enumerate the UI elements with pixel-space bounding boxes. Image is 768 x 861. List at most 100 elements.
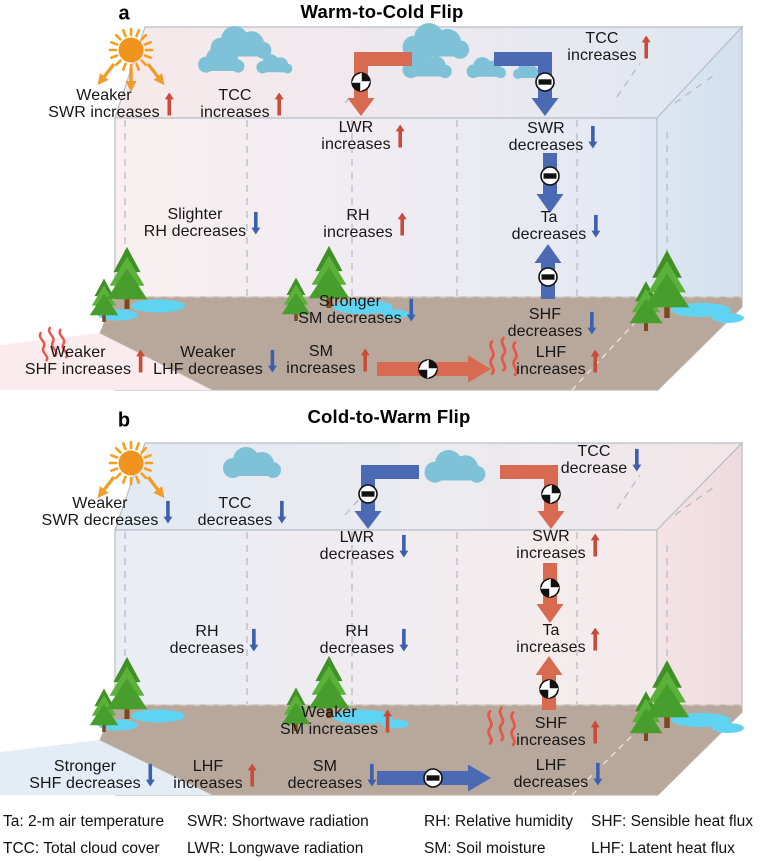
increase-arrow-icon <box>383 709 393 733</box>
label-lwr-increases: LWR increases <box>321 118 405 153</box>
label-text: RH increases <box>323 206 393 241</box>
label-rh-decreases-mid: RH decreases <box>320 623 409 657</box>
legend-item-swr: SWR: Shortwave radiation <box>187 813 369 830</box>
label-ta-increases: Ta increases <box>516 621 600 656</box>
minus-feedback-icon <box>538 267 558 287</box>
label-text: SWR decreases <box>508 119 584 154</box>
label-text: LWR decreases <box>319 528 395 563</box>
increase-arrow-icon <box>590 627 600 651</box>
label-text: Weaker SWR decreases <box>41 494 159 529</box>
decrease-arrow-icon <box>367 763 377 787</box>
decrease-arrow-icon <box>145 763 155 787</box>
minus-feedback-icon <box>423 768 443 788</box>
label-text: LHF increases <box>173 757 243 792</box>
decrease-arrow-icon <box>591 214 601 238</box>
cold-elbow-arrow <box>494 52 559 116</box>
label-text: LHF decreases <box>513 756 589 791</box>
label-swr-decreases: SWR decreases <box>509 120 598 154</box>
decrease-arrow-icon <box>588 125 598 149</box>
label-swr-increases: SWR increases <box>516 527 600 562</box>
sun-rays-arrows-icon <box>97 62 165 92</box>
decrease-arrow-icon <box>587 311 597 335</box>
legend-item-shf: SHF: Sensible heat flux <box>591 813 753 830</box>
plus-feedback-icon <box>418 359 438 379</box>
panel-b-label: b <box>117 409 131 432</box>
decrease-arrow-icon <box>632 448 642 472</box>
plus-feedback-icon <box>540 578 560 598</box>
label-weaker-sm-increases: Weaker SM increases <box>279 703 393 738</box>
label-text: Stronger SM decreases <box>298 292 402 327</box>
decrease-arrow-icon <box>399 534 409 558</box>
label-text: Ta increases <box>516 621 586 656</box>
minus-feedback-icon <box>540 166 560 186</box>
label-rh-increases: RH increases <box>323 206 407 241</box>
increase-arrow-icon <box>590 533 600 557</box>
increase-arrow-icon <box>397 212 407 236</box>
legend-item-ta: Ta: 2-m air temperature <box>3 813 165 830</box>
increase-arrow-icon <box>274 92 284 116</box>
minus-feedback-icon <box>358 484 378 504</box>
panel-b-scene <box>0 440 744 797</box>
label-text: TCC decrease <box>560 442 628 477</box>
warm-elbow-arrow <box>347 52 412 116</box>
increase-arrow-icon <box>164 92 174 116</box>
panel-a-scene <box>0 23 744 392</box>
decrease-arrow-icon <box>163 500 173 524</box>
label-shf-increases: SHF increases <box>516 714 600 749</box>
label-lhf-decreases-right: LHF decreases <box>514 757 603 791</box>
legend-item-lhf: LHF: Latent heat flux <box>591 840 735 857</box>
plus-feedback-icon <box>539 679 559 699</box>
decrease-arrow-icon <box>593 762 603 786</box>
plus-feedback-icon <box>541 484 561 504</box>
label-text: SWR increases <box>516 527 586 562</box>
increase-arrow-icon <box>590 349 600 373</box>
label-weaker-swr-increases: Weaker SWR increases <box>48 87 174 121</box>
increase-arrow-icon <box>590 720 600 744</box>
label-rh-decreases-left: RH decreases <box>170 623 259 657</box>
increase-arrow-icon <box>136 349 146 373</box>
legend-item-sm: SM: Soil moisture <box>424 840 546 857</box>
label-text: SHF increases <box>516 714 586 749</box>
label-weaker-lhf-decreases: Weaker LHF decreases <box>153 344 277 378</box>
label-text: Stronger SHF decreases <box>29 757 141 792</box>
panel-b-title: Cold-to-Warm Flip <box>307 406 471 427</box>
legend-item-tcc: TCC: Total cloud cover <box>3 840 160 857</box>
sun-icon <box>108 440 154 486</box>
decrease-arrow-icon <box>251 211 261 235</box>
plus-feedback-icon <box>351 72 371 92</box>
increase-arrow-icon <box>641 35 651 59</box>
panel-a-label: a <box>118 2 130 25</box>
decrease-arrow-icon <box>249 628 259 652</box>
label-text: LHF increases <box>516 343 586 378</box>
label-text: Ta decreases <box>511 208 587 243</box>
legend-item-rh: RH: Relative humidity <box>424 813 574 830</box>
label-shf-decreases: SHF decreases <box>508 306 597 340</box>
panel-a-title: Warm-to-Cold Flip <box>300 1 464 22</box>
label-weaker-swr-decreases: Weaker SWR decreases <box>42 495 173 529</box>
legend-item-lwr: LWR: Longwave radiation <box>187 840 364 857</box>
sun-icon <box>108 27 154 73</box>
label-text: Weaker SWR increases <box>48 86 160 121</box>
decrease-arrow-icon <box>267 349 277 373</box>
label-slighter-rh-decreases: Slighter RH decreases <box>144 206 261 240</box>
decrease-arrow-icon <box>399 628 409 652</box>
label-text: TCC increases <box>567 29 637 64</box>
label-sm-increases: SM increases <box>286 342 370 377</box>
cold-elbow-arrow <box>354 465 419 529</box>
label-text: RH decreases <box>169 622 245 657</box>
label-lwr-decreases: LWR decreases <box>320 529 409 563</box>
label-text: SM increases <box>286 342 356 377</box>
label-weaker-shf-increases: Weaker SHF increases <box>25 344 146 378</box>
label-text: Weaker SM increases <box>279 703 379 738</box>
increase-arrow-icon <box>247 763 257 787</box>
warm-elbow-arrow <box>500 465 565 529</box>
label-ta-decreases: Ta decreases <box>512 209 601 243</box>
minus-feedback-icon <box>535 72 555 92</box>
cold-ground-wedge <box>0 740 213 795</box>
label-text: LWR increases <box>321 118 391 153</box>
increase-arrow-icon <box>395 124 405 148</box>
label-text: Weaker LHF decreases <box>153 343 263 378</box>
label-tcc-increases-right: TCC increases <box>567 29 651 64</box>
increase-arrow-icon <box>360 348 370 372</box>
